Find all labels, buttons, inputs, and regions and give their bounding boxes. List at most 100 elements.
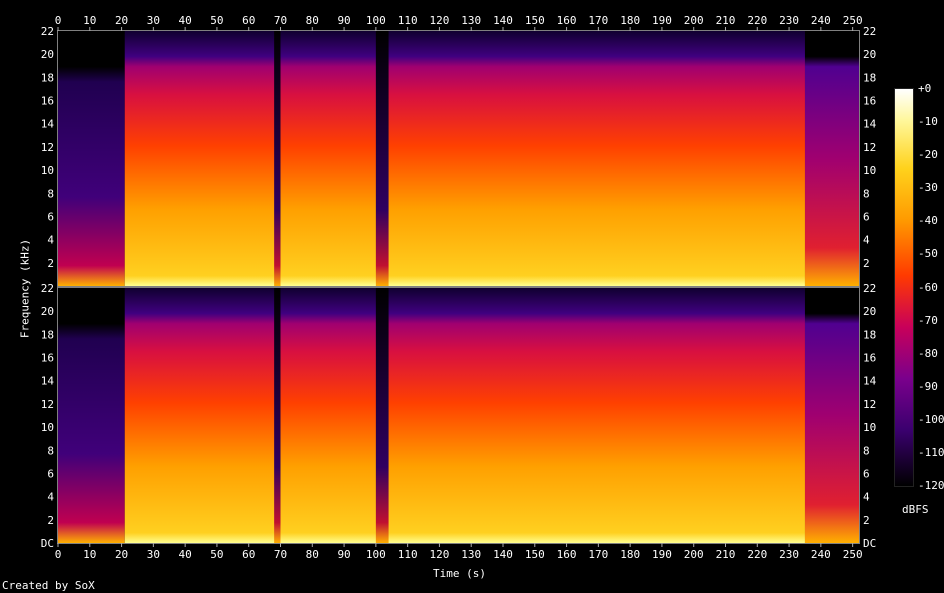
y-tick-label-left: 14 xyxy=(41,375,55,388)
y-tick-label-left: 12 xyxy=(41,141,54,154)
x-tick-label-bottom: 180 xyxy=(620,548,640,561)
colorbar-unit: dBFS xyxy=(902,503,929,516)
colorbar xyxy=(894,88,914,487)
y-tick-label-right: 8 xyxy=(863,187,870,200)
y-tick-label-right: 14 xyxy=(863,375,877,388)
y-tick-label-right: 6 xyxy=(863,467,870,480)
x-tick-label-top: 80 xyxy=(306,14,319,27)
x-tick-label-bottom: 80 xyxy=(306,548,319,561)
y-tick-label-left: 10 xyxy=(41,164,54,177)
colorbar-tick-label: -100 xyxy=(918,412,944,426)
x-tick-label-bottom: 250 xyxy=(843,548,863,561)
x-tick-label-top: 130 xyxy=(461,14,481,27)
y-tick-label-right: 18 xyxy=(863,71,876,84)
x-tick-label-bottom: 100 xyxy=(366,548,386,561)
y-tick-label-right: 4 xyxy=(863,491,870,504)
x-tick-label-top: 100 xyxy=(366,14,386,27)
x-tick-label-top: 50 xyxy=(210,14,223,27)
colorbar-tick-label: -40 xyxy=(918,214,938,228)
x-tick-label-bottom: 50 xyxy=(210,548,223,561)
x-tick-label-top: 190 xyxy=(652,14,672,27)
x-tick-label-top: 0 xyxy=(55,14,62,27)
x-tick-label-bottom: 190 xyxy=(652,548,672,561)
y-tick-label-right: 2 xyxy=(863,514,870,527)
y-tick-label-right: 8 xyxy=(863,444,870,457)
x-tick-label-bottom: 170 xyxy=(588,548,608,561)
x-tick-label-top: 20 xyxy=(115,14,128,27)
colorbar-tick-label: -90 xyxy=(918,379,938,393)
panel-frame-1 xyxy=(57,30,860,287)
x-tick-label-top: 220 xyxy=(747,14,767,27)
y-tick-label-left: 22 xyxy=(41,25,54,38)
x-tick-label-top: 60 xyxy=(242,14,255,27)
y-axis-label: Frequency (kHz) xyxy=(18,238,32,339)
y-tick-label-left: 4 xyxy=(47,491,54,504)
x-tick-label-bottom: 140 xyxy=(493,548,513,561)
y-tick-label-right: 14 xyxy=(863,118,877,131)
spectrogram-segment-loud-body xyxy=(124,288,805,543)
y-tick-label-left: 16 xyxy=(41,95,54,108)
spectrogram-gap xyxy=(274,288,281,543)
x-tick-label-top: 240 xyxy=(811,14,831,27)
colorbar-tick-label: -20 xyxy=(918,148,938,162)
x-tick-label-bottom: 70 xyxy=(274,548,287,561)
x-tick-label-top: 250 xyxy=(843,14,863,27)
x-tick-label-bottom: 0 xyxy=(55,548,62,561)
y-tick-label-left: 18 xyxy=(41,328,54,341)
x-tick-label-top: 140 xyxy=(493,14,513,27)
spectrogram-segment-fade-out xyxy=(804,288,859,543)
y-tick-label-right: 4 xyxy=(863,234,870,247)
colorbar-tick-label: -110 xyxy=(918,445,944,459)
x-tick-label-bottom: 90 xyxy=(337,548,350,561)
spectrogram-gap xyxy=(375,288,389,543)
y-tick-label-right: 20 xyxy=(863,48,876,61)
spectrogram-segment-quiet-intro xyxy=(58,288,125,543)
y-tick-label-left: 20 xyxy=(41,48,54,61)
y-tick-label-left: 2 xyxy=(47,514,54,527)
x-tick-label-bottom: 200 xyxy=(684,548,704,561)
y-tick-label-right: 10 xyxy=(863,164,876,177)
y-tick-label-left: 22 xyxy=(41,282,54,295)
y-tick-label-left: 16 xyxy=(41,352,54,365)
x-tick-label-top: 30 xyxy=(147,14,160,27)
panel-frame-2 xyxy=(57,287,860,544)
spectrogram-segment-fade-out xyxy=(804,31,859,286)
spectrogram-gap xyxy=(375,31,389,286)
colorbar-tick-label: -30 xyxy=(918,181,938,195)
y-tick-label-right: DC xyxy=(863,537,876,550)
x-tick-label-bottom: 60 xyxy=(242,548,255,561)
x-tick-label-top: 90 xyxy=(337,14,350,27)
y-tick-label-right: 6 xyxy=(863,210,870,223)
y-tick-label-right: 10 xyxy=(863,421,876,434)
x-tick-label-top: 70 xyxy=(274,14,287,27)
y-tick-label-right: 20 xyxy=(863,305,876,318)
x-tick-label-bottom: 240 xyxy=(811,548,831,561)
x-tick-label-bottom: 230 xyxy=(779,548,799,561)
spectrogram-gap xyxy=(274,31,281,286)
channel-panel-1 xyxy=(58,31,859,286)
x-tick-label-bottom: 130 xyxy=(461,548,481,561)
colorbar-tick-label: -60 xyxy=(918,280,938,294)
y-tick-label-right: 16 xyxy=(863,95,876,108)
colorbar-tick-label: -70 xyxy=(918,313,938,327)
x-tick-label-top: 110 xyxy=(398,14,418,27)
x-tick-label-top: 40 xyxy=(179,14,192,27)
x-tick-label-bottom: 10 xyxy=(83,548,96,561)
x-tick-label-top: 120 xyxy=(429,14,449,27)
colorbar-tick-label: -80 xyxy=(918,346,938,360)
y-tick-label-right: 12 xyxy=(863,141,876,154)
x-tick-label-top: 160 xyxy=(557,14,577,27)
x-tick-label-bottom: 210 xyxy=(716,548,736,561)
spectrogram-segment-loud-body xyxy=(124,31,805,286)
y-tick-label-left: 14 xyxy=(41,118,55,131)
x-tick-label-top: 180 xyxy=(620,14,640,27)
x-tick-label-top: 170 xyxy=(588,14,608,27)
credit-text: Created by SoX xyxy=(2,579,95,592)
x-tick-label-top: 10 xyxy=(83,14,96,27)
y-tick-label-left: 6 xyxy=(47,210,54,223)
x-tick-label-top: 150 xyxy=(525,14,545,27)
x-tick-label-bottom: 30 xyxy=(147,548,160,561)
colorbar-tick-label: -120 xyxy=(918,479,944,492)
x-tick-label-top: 200 xyxy=(684,14,704,27)
